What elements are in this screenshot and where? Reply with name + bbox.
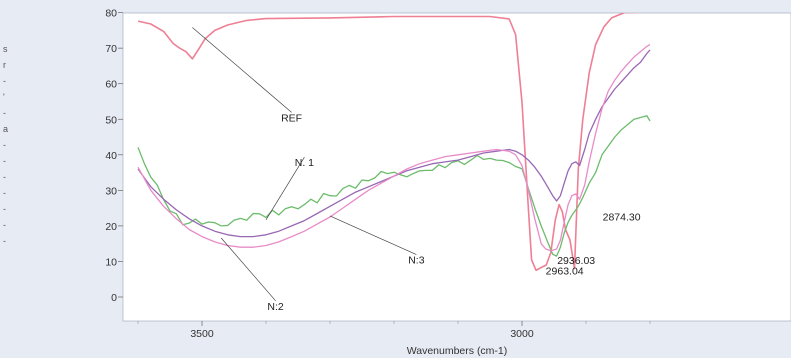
left-margin-clipped-text: sr - ' - a - - - - - - - xyxy=(3,44,8,246)
series-line-1 xyxy=(137,13,640,272)
left-margin-glyph: - xyxy=(3,156,6,166)
x-axis-title: Wavenumbers (cm-1) xyxy=(407,345,508,357)
left-margin-glyph: - xyxy=(3,172,6,182)
series-line-3 xyxy=(137,49,651,238)
y-tick-label: 10 xyxy=(105,256,117,268)
plot-area xyxy=(122,12,791,322)
y-tick-label: 30 xyxy=(105,185,117,197)
left-margin-glyph: - xyxy=(3,140,6,150)
left-margin-glyph: ' xyxy=(3,92,5,102)
series-label-leader xyxy=(265,157,305,221)
y-tick-label: 60 xyxy=(105,79,117,91)
series-line-4 xyxy=(137,44,651,252)
peak-label: 2874.30 xyxy=(603,212,641,224)
series-label: N. 1 xyxy=(295,157,314,169)
y-tick-label: 70 xyxy=(105,43,117,55)
axes: 0 10 20 30 40 50 60 70 80 3500 3000 xyxy=(105,8,651,340)
spectrum-curves xyxy=(137,13,651,272)
series-line-2 xyxy=(137,115,651,257)
series-label: N:2 xyxy=(267,301,284,313)
left-margin-glyph: - xyxy=(3,108,6,118)
series-label-leader xyxy=(329,215,417,255)
x-tick-label: 3000 xyxy=(510,328,534,340)
left-margin-glyph: - xyxy=(3,188,6,198)
y-tick-label: 0 xyxy=(111,292,117,304)
left-margin-glyph: r xyxy=(3,60,6,70)
left-margin-glyph: - xyxy=(3,204,6,214)
y-tick-label: 20 xyxy=(105,221,117,233)
left-margin-glyph: - xyxy=(3,220,6,230)
x-tick-label: 3500 xyxy=(190,328,214,340)
series-label-leader xyxy=(192,27,292,113)
peak-label: 2963.04 xyxy=(546,266,584,278)
left-margin-glyph: - xyxy=(3,76,6,86)
series-label: N:3 xyxy=(408,255,425,267)
series-label: REF xyxy=(281,112,302,124)
y-tick-label: 80 xyxy=(105,8,117,20)
peak-label: 2936.03 xyxy=(557,255,595,267)
left-margin-glyph: - xyxy=(3,236,6,246)
y-tick-label: 40 xyxy=(105,150,117,162)
y-tick-label: 50 xyxy=(105,114,117,126)
left-margin-glyph: s xyxy=(3,44,8,54)
series-label-leader xyxy=(220,237,276,302)
left-margin-glyph: a xyxy=(3,124,8,134)
